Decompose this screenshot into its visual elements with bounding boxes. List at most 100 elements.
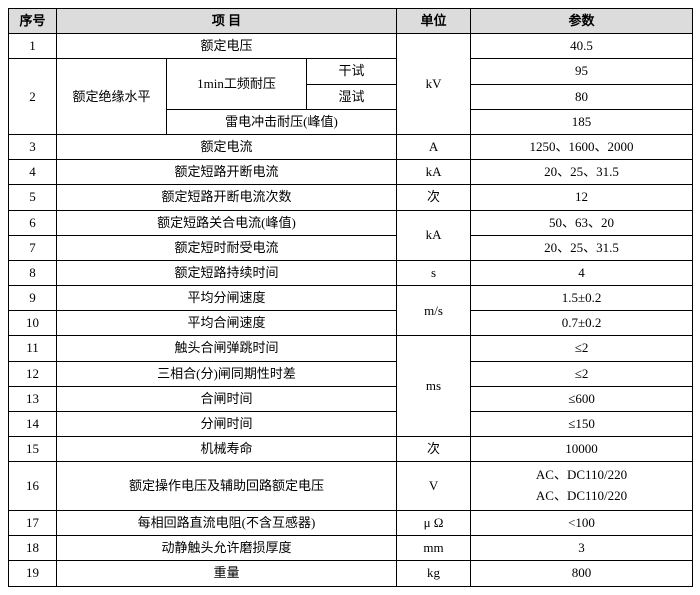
cell-val: 80 (471, 84, 693, 109)
table-row: 17 每相回路直流电阻(不含互感器) μ Ω <100 (9, 510, 693, 535)
cell-no: 9 (9, 286, 57, 311)
cell-no: 11 (9, 336, 57, 361)
cell-unit: kg (397, 561, 471, 586)
cell-item: 重量 (57, 561, 397, 586)
table-row: 10 平均合闸速度 0.7±0.2 (9, 311, 693, 336)
cell-item: 动静触头允许磨损厚度 (57, 536, 397, 561)
cell-unit: m/s (397, 286, 471, 336)
cell-val: 1.5±0.2 (471, 286, 693, 311)
header-no: 序号 (9, 9, 57, 34)
cell-val: 800 (471, 561, 693, 586)
cell-val: 20、25、31.5 (471, 235, 693, 260)
cell-val: 20、25、31.5 (471, 160, 693, 185)
cell-val: 0.7±0.2 (471, 311, 693, 336)
cell-no: 4 (9, 160, 57, 185)
cell-no: 17 (9, 510, 57, 535)
cell-unit: kA (397, 210, 471, 260)
cell-val: 185 (471, 109, 693, 134)
table-row: 6 额定短路关合电流(峰值) kA 50、63、20 (9, 210, 693, 235)
table-row: 2 额定绝缘水平 1min工频耐压 干试 95 (9, 59, 693, 84)
header-item: 项 目 (57, 9, 397, 34)
cell-val: 50、63、20 (471, 210, 693, 235)
cell-no: 6 (9, 210, 57, 235)
table-row: 19 重量 kg 800 (9, 561, 693, 586)
cell-val: 4 (471, 260, 693, 285)
table-row: 3 额定电流 A 1250、1600、2000 (9, 134, 693, 159)
cell-val: 12 (471, 185, 693, 210)
cell-item-l3: 干试 (307, 59, 397, 84)
table-row: 8 额定短路持续时间 s 4 (9, 260, 693, 285)
cell-val: ≤2 (471, 361, 693, 386)
cell-item: 额定短路关合电流(峰值) (57, 210, 397, 235)
cell-item: 平均合闸速度 (57, 311, 397, 336)
cell-item-l2: 雷电冲击耐压(峰值) (167, 109, 397, 134)
cell-item-l3: 湿试 (307, 84, 397, 109)
cell-val: 1250、1600、2000 (471, 134, 693, 159)
cell-unit: s (397, 260, 471, 285)
cell-unit: mm (397, 536, 471, 561)
cell-no: 16 (9, 462, 57, 511)
cell-item-l1: 额定绝缘水平 (57, 59, 167, 135)
table-row: 4 额定短路开断电流 kA 20、25、31.5 (9, 160, 693, 185)
table-row: 14 分闸时间 ≤150 (9, 412, 693, 437)
val-line1: AC、DC110/220 (536, 467, 627, 482)
cell-no: 12 (9, 361, 57, 386)
cell-no: 2 (9, 59, 57, 135)
cell-val: ≤600 (471, 386, 693, 411)
cell-val: 95 (471, 59, 693, 84)
cell-val: ≤150 (471, 412, 693, 437)
cell-no: 14 (9, 412, 57, 437)
cell-no: 15 (9, 437, 57, 462)
cell-val: 3 (471, 536, 693, 561)
cell-item: 额定短时耐受电流 (57, 235, 397, 260)
table-row: 15 机械寿命 次 10000 (9, 437, 693, 462)
cell-val: AC、DC110/220 AC、DC110/220 (471, 462, 693, 511)
spec-table: 序号 项 目 单位 参数 1 额定电压 kV 40.5 2 额定绝缘水平 1mi… (8, 8, 693, 587)
cell-item: 额定电压 (57, 34, 397, 59)
header-unit: 单位 (397, 9, 471, 34)
val-line2: AC、DC110/220 (536, 488, 627, 503)
cell-item: 额定电流 (57, 134, 397, 159)
table-row: 11 触头合闸弹跳时间 ms ≤2 (9, 336, 693, 361)
cell-item: 额定操作电压及辅助回路额定电压 (57, 462, 397, 511)
header-row: 序号 项 目 单位 参数 (9, 9, 693, 34)
cell-unit: kV (397, 34, 471, 135)
header-param: 参数 (471, 9, 693, 34)
table-row: 12 三相合(分)闸同期性时差 ≤2 (9, 361, 693, 386)
cell-val: 10000 (471, 437, 693, 462)
cell-no: 8 (9, 260, 57, 285)
cell-no: 18 (9, 536, 57, 561)
cell-item: 额定短路持续时间 (57, 260, 397, 285)
cell-no: 3 (9, 134, 57, 159)
cell-no: 19 (9, 561, 57, 586)
cell-no: 5 (9, 185, 57, 210)
cell-unit: ms (397, 336, 471, 437)
cell-item-l2: 1min工频耐压 (167, 59, 307, 109)
cell-item: 合闸时间 (57, 386, 397, 411)
cell-item: 机械寿命 (57, 437, 397, 462)
cell-unit: μ Ω (397, 510, 471, 535)
cell-unit: 次 (397, 437, 471, 462)
cell-unit: A (397, 134, 471, 159)
cell-no: 13 (9, 386, 57, 411)
cell-val: 40.5 (471, 34, 693, 59)
table-row: 5 额定短路开断电流次数 次 12 (9, 185, 693, 210)
cell-val: ≤2 (471, 336, 693, 361)
cell-no: 10 (9, 311, 57, 336)
cell-unit: V (397, 462, 471, 511)
cell-item: 额定短路开断电流 (57, 160, 397, 185)
table-row: 7 额定短时耐受电流 20、25、31.5 (9, 235, 693, 260)
table-row: 13 合闸时间 ≤600 (9, 386, 693, 411)
cell-no: 1 (9, 34, 57, 59)
cell-no: 7 (9, 235, 57, 260)
cell-item: 每相回路直流电阻(不含互感器) (57, 510, 397, 535)
cell-item: 触头合闸弹跳时间 (57, 336, 397, 361)
table-row: 16 额定操作电压及辅助回路额定电压 V AC、DC110/220 AC、DC1… (9, 462, 693, 511)
cell-item: 平均分闸速度 (57, 286, 397, 311)
table-row: 9 平均分闸速度 m/s 1.5±0.2 (9, 286, 693, 311)
cell-unit: 次 (397, 185, 471, 210)
cell-item: 分闸时间 (57, 412, 397, 437)
cell-item: 额定短路开断电流次数 (57, 185, 397, 210)
cell-val: <100 (471, 510, 693, 535)
table-row: 18 动静触头允许磨损厚度 mm 3 (9, 536, 693, 561)
